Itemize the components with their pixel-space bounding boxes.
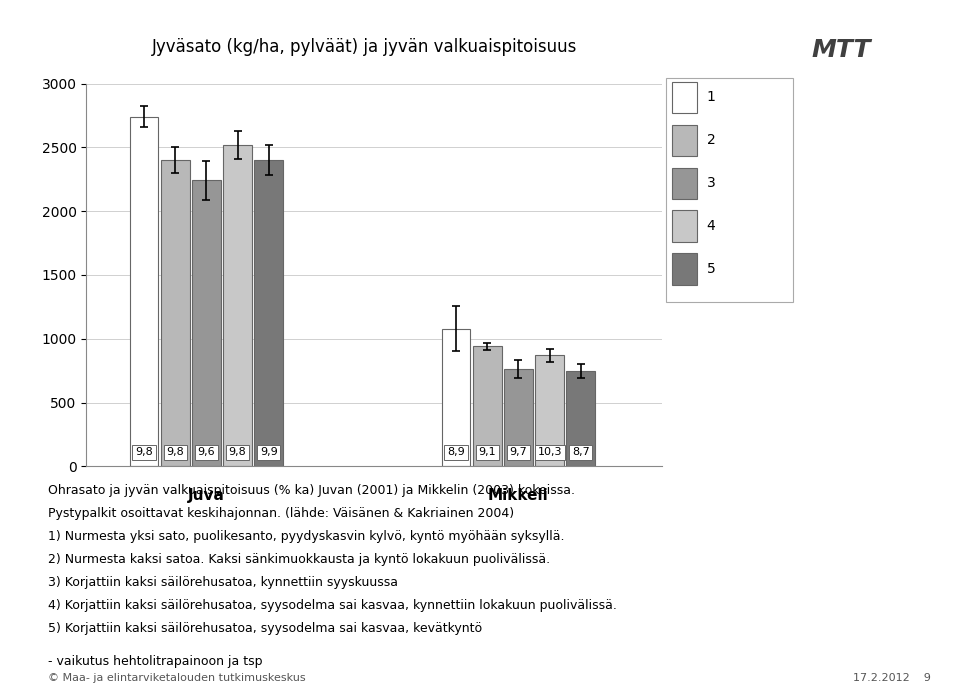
Bar <box>672 210 697 242</box>
Bar <box>192 180 221 466</box>
Text: Pystypalkit osoittavat keskihajonnan. (lähde: Väisänen & Kakriainen 2004): Pystypalkit osoittavat keskihajonnan. (l… <box>48 507 515 520</box>
Bar <box>536 355 564 466</box>
Bar <box>672 82 697 113</box>
Text: 9,7: 9,7 <box>510 448 527 457</box>
Bar <box>442 329 470 466</box>
Text: 1) Nurmesta yksi sato, puolikesanto, pyydyskasvin kylvö, kyntö myöhään syksyllä.: 1) Nurmesta yksi sato, puolikesanto, pyy… <box>48 530 564 543</box>
Text: 2) Nurmesta kaksi satoa. Kaksi sänkimuokkausta ja kyntö lokakuun puolivälissä.: 2) Nurmesta kaksi satoa. Kaksi sänkimuok… <box>48 553 550 566</box>
Text: Jyväsato (kg/ha, pylväät) ja jyvän valkuaispitoisuus: Jyväsato (kg/ha, pylväät) ja jyvän valku… <box>152 38 578 56</box>
Text: 4: 4 <box>707 219 715 233</box>
Text: © Maa- ja elintarviketalouden tutkimuskeskus: © Maa- ja elintarviketalouden tutkimuske… <box>48 674 305 683</box>
Bar <box>566 370 595 466</box>
Text: Ohrasato ja jyvän valkuaispitoisuus (% ka) Juvan (2001) ja Mikkelin (2003) kokei: Ohrasato ja jyvän valkuaispitoisuus (% k… <box>48 484 575 497</box>
Text: 17.2.2012    9: 17.2.2012 9 <box>853 674 931 683</box>
Bar <box>130 117 158 466</box>
Text: 8,7: 8,7 <box>572 448 589 457</box>
Bar <box>161 160 189 466</box>
Text: 5) Korjattiin kaksi säilörehusatoa, syysodelma sai kasvaa, kevätkyntö: 5) Korjattiin kaksi säilörehusatoa, syys… <box>48 622 482 635</box>
Text: 10,3: 10,3 <box>538 448 562 457</box>
Bar <box>224 145 252 466</box>
Text: 3: 3 <box>707 176 715 190</box>
Text: 9,9: 9,9 <box>260 448 277 457</box>
Text: 9,1: 9,1 <box>478 448 496 457</box>
Bar <box>672 168 697 199</box>
Text: Juva: Juva <box>188 488 225 503</box>
Text: Mikkeli: Mikkeli <box>488 488 549 503</box>
Bar <box>504 370 533 466</box>
Text: 2: 2 <box>707 134 715 148</box>
Text: - vaikutus hehtolitrapainoon ja tsp: - vaikutus hehtolitrapainoon ja tsp <box>48 655 262 668</box>
Text: 5: 5 <box>707 262 715 276</box>
Bar <box>254 160 283 466</box>
Text: 4) Korjattiin kaksi säilörehusatoa, syysodelma sai kasvaa, kynnettiin lokakuun p: 4) Korjattiin kaksi säilörehusatoa, syys… <box>48 599 617 612</box>
Bar <box>672 125 697 156</box>
Text: 8,9: 8,9 <box>447 448 465 457</box>
Text: 1: 1 <box>707 90 715 104</box>
Text: 9,6: 9,6 <box>198 448 215 457</box>
Bar <box>473 347 501 466</box>
Text: 9,8: 9,8 <box>135 448 153 457</box>
Text: MTT: MTT <box>811 38 871 62</box>
Bar <box>672 253 697 285</box>
Text: 9,8: 9,8 <box>228 448 247 457</box>
Text: 9,8: 9,8 <box>166 448 184 457</box>
Text: 3) Korjattiin kaksi säilörehusatoa, kynnettiin syyskuussa: 3) Korjattiin kaksi säilörehusatoa, kynn… <box>48 576 398 589</box>
